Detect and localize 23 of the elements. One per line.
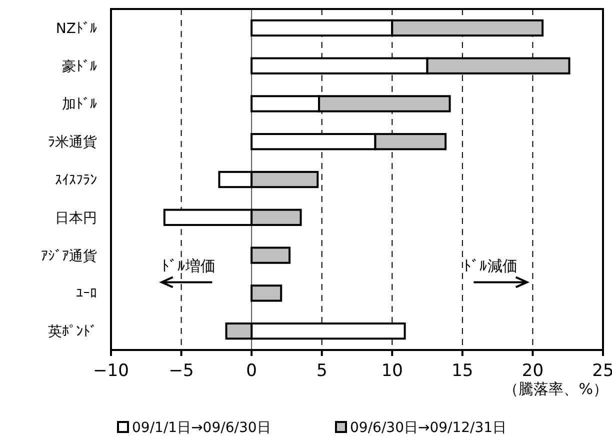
y-tick-label: 日本円 [55, 210, 97, 226]
legend-label: 09/1/1日→09/6/30日 [132, 420, 271, 436]
x-tick-label: 0 [246, 361, 257, 381]
x-axis-title: （騰落率、%） [504, 380, 608, 398]
y-tick-label: ｽｲｽﾌﾗﾝ [55, 172, 97, 188]
y-tick-label: 英ﾎﾟﾝﾄﾞ [48, 324, 97, 340]
annotation: ﾄﾞﾙ減価 [464, 257, 518, 276]
x-tick-label: 20 [522, 361, 544, 381]
y-tick-label: ｱｼﾞｱ通貨 [41, 248, 97, 264]
bar [250, 246, 291, 264]
legend-label: 09/6/30日→09/12/31日 [350, 420, 507, 436]
y-tick-label: 加ﾄﾞﾙ [62, 96, 97, 113]
x-tick-label: 5 [316, 361, 328, 381]
x-tick-label: 10 [381, 361, 403, 381]
x-tick-label: −5 [168, 361, 194, 381]
y-tick-label: NZﾄﾞﾙ [56, 20, 97, 37]
y-tick-label: 豪ﾄﾞﾙ [62, 58, 97, 75]
y-tick-label: ﾗ米通貨 [48, 134, 97, 151]
bar [250, 284, 282, 302]
x-tick-label: 15 [452, 361, 474, 381]
x-tick-label: −10 [93, 361, 129, 381]
y-tick-label: ﾕｰﾛ [76, 286, 97, 302]
x-tick-label: 25 [592, 361, 612, 381]
